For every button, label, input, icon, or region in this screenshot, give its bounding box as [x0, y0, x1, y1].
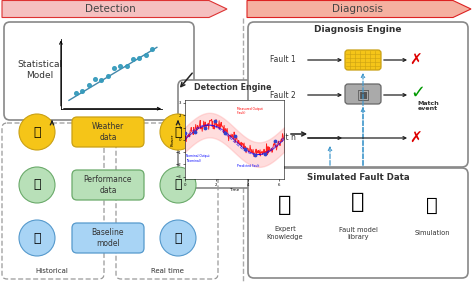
Text: Fault model
library: Fault model library	[338, 226, 377, 239]
Point	[181, 131, 189, 135]
X-axis label: Time: Time	[229, 188, 239, 192]
Point	[123, 64, 130, 68]
Text: 🗄: 🗄	[351, 192, 365, 212]
Text: Detection Engine: Detection Engine	[194, 83, 272, 93]
Circle shape	[19, 114, 55, 150]
Text: Simulation: Simulation	[414, 230, 450, 236]
Circle shape	[19, 167, 55, 203]
Text: Diagnosis Engine: Diagnosis Engine	[314, 25, 402, 35]
Point	[148, 47, 155, 52]
Point	[261, 152, 268, 156]
Text: Measured Output
(Fault): Measured Output (Fault)	[237, 107, 263, 115]
FancyBboxPatch shape	[72, 223, 144, 253]
FancyBboxPatch shape	[248, 22, 468, 167]
Circle shape	[160, 114, 196, 150]
Point	[98, 78, 105, 82]
Point	[211, 119, 219, 123]
Point	[271, 139, 278, 144]
Text: Fault n: Fault n	[270, 134, 296, 143]
Text: Fault 1: Fault 1	[270, 55, 296, 65]
Text: Predicted Fault: Predicted Fault	[237, 164, 259, 168]
Text: ▣: ▣	[356, 87, 370, 101]
FancyBboxPatch shape	[345, 50, 381, 70]
Text: ✓: ✓	[410, 84, 426, 102]
Text: ✗: ✗	[410, 130, 422, 145]
FancyBboxPatch shape	[178, 80, 288, 188]
Circle shape	[19, 220, 55, 256]
Point	[201, 126, 209, 130]
Point	[142, 53, 149, 57]
Text: ⛈: ⛈	[174, 125, 182, 138]
Text: Nominal Output
(Nominal): Nominal Output (Nominal)	[186, 154, 210, 163]
Text: Real time: Real time	[151, 268, 183, 274]
Point	[110, 65, 118, 70]
Point	[91, 77, 99, 81]
Point	[117, 64, 124, 68]
Text: Match
event: Match event	[417, 100, 439, 112]
FancyBboxPatch shape	[4, 22, 194, 120]
FancyArrow shape	[247, 1, 471, 18]
Text: Statistical
Model: Statistical Model	[18, 60, 63, 80]
Text: Detection: Detection	[85, 4, 136, 14]
Text: Expert
Knowledge: Expert Knowledge	[267, 226, 303, 239]
FancyBboxPatch shape	[72, 117, 144, 147]
Point	[191, 130, 199, 135]
Point	[136, 56, 143, 61]
Text: Performance
data: Performance data	[84, 175, 132, 195]
Text: Weather
data: Weather data	[92, 122, 124, 142]
Circle shape	[160, 167, 196, 203]
Point	[79, 89, 86, 93]
Point	[251, 152, 258, 157]
Text: 🧠: 🧠	[278, 195, 292, 215]
Point	[221, 131, 228, 136]
Point	[85, 83, 92, 87]
Text: 🖥: 🖥	[426, 196, 438, 215]
FancyArrow shape	[2, 1, 227, 18]
Text: 📋: 📋	[33, 231, 41, 245]
Text: Simulated Fault Data: Simulated Fault Data	[307, 173, 410, 181]
Point	[129, 57, 137, 62]
Text: Diagnosis: Diagnosis	[332, 4, 383, 14]
Point	[104, 74, 111, 79]
Text: Baseline
model: Baseline model	[92, 228, 124, 248]
FancyBboxPatch shape	[72, 170, 144, 200]
Circle shape	[160, 220, 196, 256]
Text: 📈: 📈	[33, 179, 41, 192]
Text: ⛈: ⛈	[33, 125, 41, 138]
FancyBboxPatch shape	[248, 168, 468, 278]
FancyBboxPatch shape	[345, 84, 381, 104]
Text: Historical: Historical	[36, 268, 68, 274]
Text: ✗: ✗	[410, 53, 422, 68]
Text: 📋: 📋	[174, 231, 182, 245]
Y-axis label: Power: Power	[170, 134, 174, 146]
Point	[241, 147, 248, 151]
Text: Fault 2: Fault 2	[270, 91, 296, 100]
Point	[72, 91, 80, 95]
Point	[231, 134, 238, 138]
Text: 📈: 📈	[174, 179, 182, 192]
